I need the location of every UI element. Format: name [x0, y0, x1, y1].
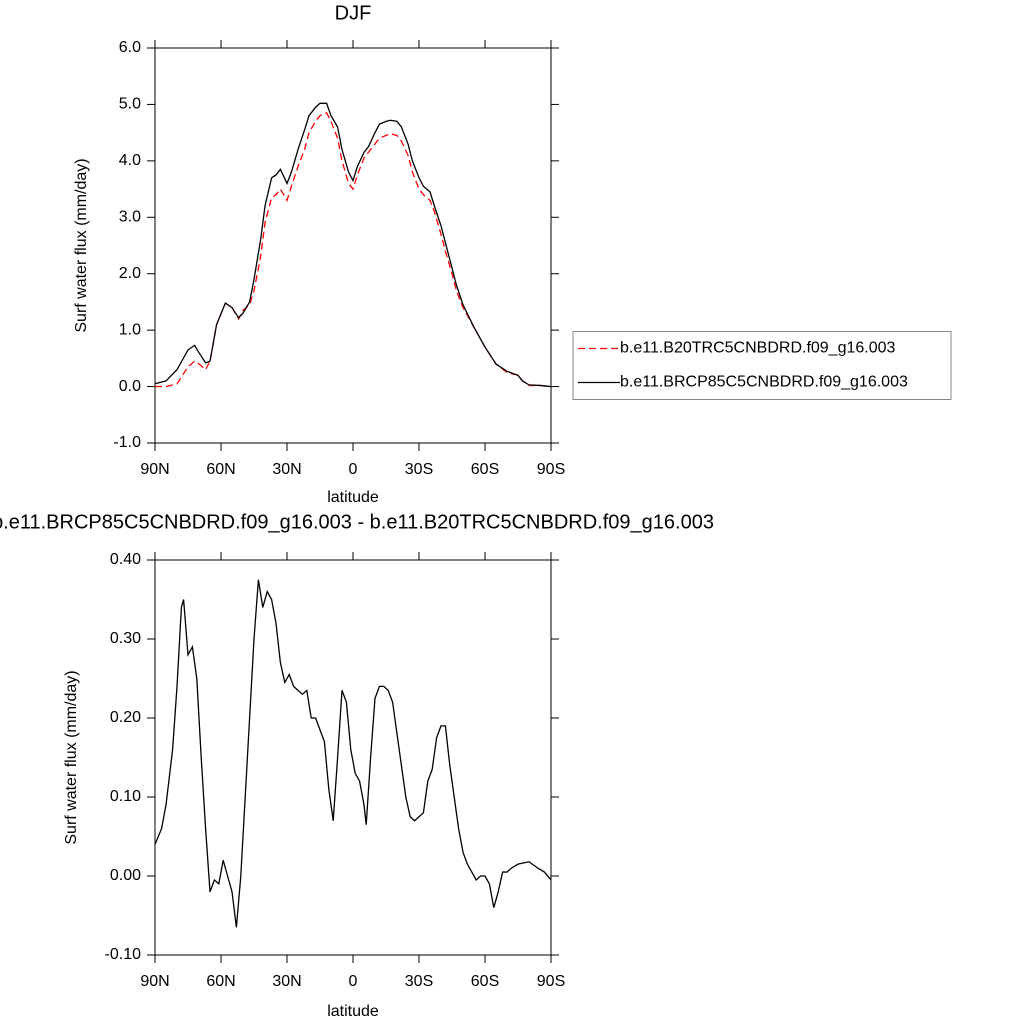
chart-title: b.e11.BRCP85C5CNBDRD.f09_g16.003 - b.e11…	[0, 511, 714, 533]
x-tick-label: 90N	[140, 461, 169, 478]
y-tick-label: 1.0	[119, 321, 141, 338]
plot-frame	[154, 559, 552, 956]
y-tick-label: 0.40	[110, 551, 141, 568]
y-tick-label: 3.0	[119, 209, 141, 226]
y-tick-label: 5.0	[119, 96, 141, 113]
legend-label: b.e11.B20TRC5CNBDRD.f09_g16.003	[620, 340, 896, 357]
y-tick-label: 2.0	[119, 265, 141, 282]
y-axis-label: Surf water flux (mm/day)	[63, 670, 80, 844]
x-tick-label: 30S	[405, 973, 433, 990]
x-tick-label: 60N	[206, 973, 235, 990]
y-tick-label: 0.20	[110, 709, 141, 726]
y-tick-label: 6.0	[119, 39, 141, 56]
x-tick-label: 90S	[537, 461, 565, 478]
x-axis-label: latitude	[327, 489, 379, 506]
plot-frame	[154, 47, 552, 444]
chart-title: DJF	[335, 2, 372, 24]
y-tick-label: -1.0	[113, 434, 141, 451]
x-tick-label: 90S	[537, 973, 565, 990]
y-tick-label: 4.0	[119, 152, 141, 169]
y-tick-label: 0.30	[110, 630, 141, 647]
legend-label: b.e11.BRCP85C5CNBDRD.f09_g16.003	[620, 374, 908, 391]
y-tick-label: 0.00	[110, 867, 141, 884]
x-tick-label: 30S	[405, 461, 433, 478]
y-tick-label: 0.10	[110, 788, 141, 805]
x-tick-label: 60S	[471, 973, 499, 990]
x-tick-label: 30N	[272, 973, 301, 990]
y-tick-label: -0.10	[105, 946, 142, 963]
x-axis-label: latitude	[327, 1003, 379, 1020]
data-line	[154, 579, 552, 928]
x-tick-label: 60N	[206, 461, 235, 478]
x-tick-label: 0	[349, 461, 358, 478]
x-tick-label: 90N	[140, 973, 169, 990]
x-tick-label: 60S	[471, 461, 499, 478]
x-tick-label: 0	[349, 973, 358, 990]
x-tick-label: 30N	[272, 461, 301, 478]
data-line	[154, 102, 552, 388]
legend-box	[572, 331, 952, 400]
y-tick-label: 0.0	[119, 378, 141, 395]
y-axis-label: Surf water flux (mm/day)	[73, 158, 90, 332]
